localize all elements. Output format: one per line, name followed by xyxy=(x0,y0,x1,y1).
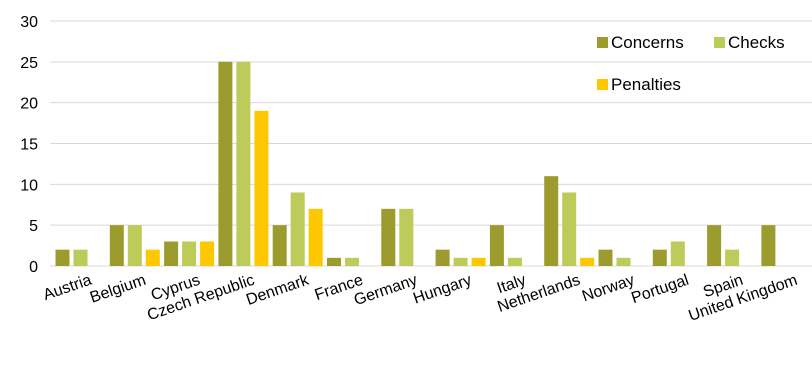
bar-penalties-hungary xyxy=(471,257,486,266)
bar-checks-germany xyxy=(399,208,414,266)
bar-checks-hungary xyxy=(453,257,468,266)
y-tick-label: 0 xyxy=(29,259,38,276)
bar-checks-italy xyxy=(507,257,522,266)
bar-concerns-netherlands xyxy=(544,176,559,266)
bar-concerns-portugal xyxy=(652,249,667,266)
legend: Concerns Checks Penalties xyxy=(597,33,785,94)
bar-concerns-spain xyxy=(707,225,722,266)
bar-penalties-netherlands xyxy=(580,257,595,266)
bar-penalties-belgium xyxy=(145,249,160,266)
bar-concerns-hungary xyxy=(435,249,450,266)
bar-concerns-italy xyxy=(489,225,504,266)
bar-checks-austria xyxy=(73,249,88,266)
bar-concerns-denmark xyxy=(272,225,287,266)
bar-penalties-cyprus xyxy=(200,241,215,266)
bar-checks-belgium xyxy=(127,225,142,266)
legend-swatch-penalties xyxy=(597,79,608,90)
x-category-label: Denmark xyxy=(244,271,312,309)
bar-concerns-czech-republic xyxy=(218,61,233,267)
y-tick-label: 15 xyxy=(20,137,38,154)
bar-penalties-czech-republic xyxy=(254,110,269,266)
bar-concerns-united-kingdom xyxy=(761,225,776,266)
legend-swatch-concerns xyxy=(597,37,608,48)
x-category-label: Germany xyxy=(352,272,420,309)
bar-concerns-cyprus xyxy=(164,241,179,266)
y-tick-label: 20 xyxy=(20,96,38,113)
bar-checks-spain xyxy=(725,249,740,266)
bar-concerns-france xyxy=(327,257,341,266)
bar-checks-netherlands xyxy=(562,192,577,266)
bar-concerns-norway xyxy=(598,249,613,266)
legend-label-penalties: Penalties xyxy=(611,75,681,94)
y-tick-label: 25 xyxy=(20,55,38,72)
x-category-label: Austria xyxy=(41,272,94,304)
bar-checks-portugal xyxy=(670,241,685,266)
bar-concerns-germany xyxy=(381,208,396,266)
y-tick-label: 5 xyxy=(29,218,38,235)
legend-label-concerns: Concerns xyxy=(611,33,684,52)
bar-concerns-belgium xyxy=(109,225,124,266)
gridlines xyxy=(50,20,812,267)
x-category-label: Hungary xyxy=(411,272,474,308)
legend-swatch-checks xyxy=(714,37,725,48)
bar-penalties-denmark xyxy=(308,208,323,266)
bar-checks-norway xyxy=(616,257,631,266)
bar-checks-france xyxy=(345,257,359,266)
bar-checks-czech-republic xyxy=(236,61,251,267)
bars xyxy=(55,61,776,267)
bar-checks-cyprus xyxy=(182,241,197,266)
y-tick-label: 30 xyxy=(20,14,38,31)
bar-concerns-austria xyxy=(55,249,70,266)
x-category-label: Belgium xyxy=(88,272,148,307)
y-tick-label: 10 xyxy=(20,177,38,194)
x-category-label: United Kingdom xyxy=(687,272,800,325)
x-category-label: Norway xyxy=(580,272,637,306)
y-axis-ticks: 0 5 10 15 20 25 30 xyxy=(20,14,38,276)
legend-label-checks: Checks xyxy=(728,33,785,52)
x-category-label: Portugal xyxy=(629,272,691,307)
bar-checks-denmark xyxy=(290,192,305,266)
